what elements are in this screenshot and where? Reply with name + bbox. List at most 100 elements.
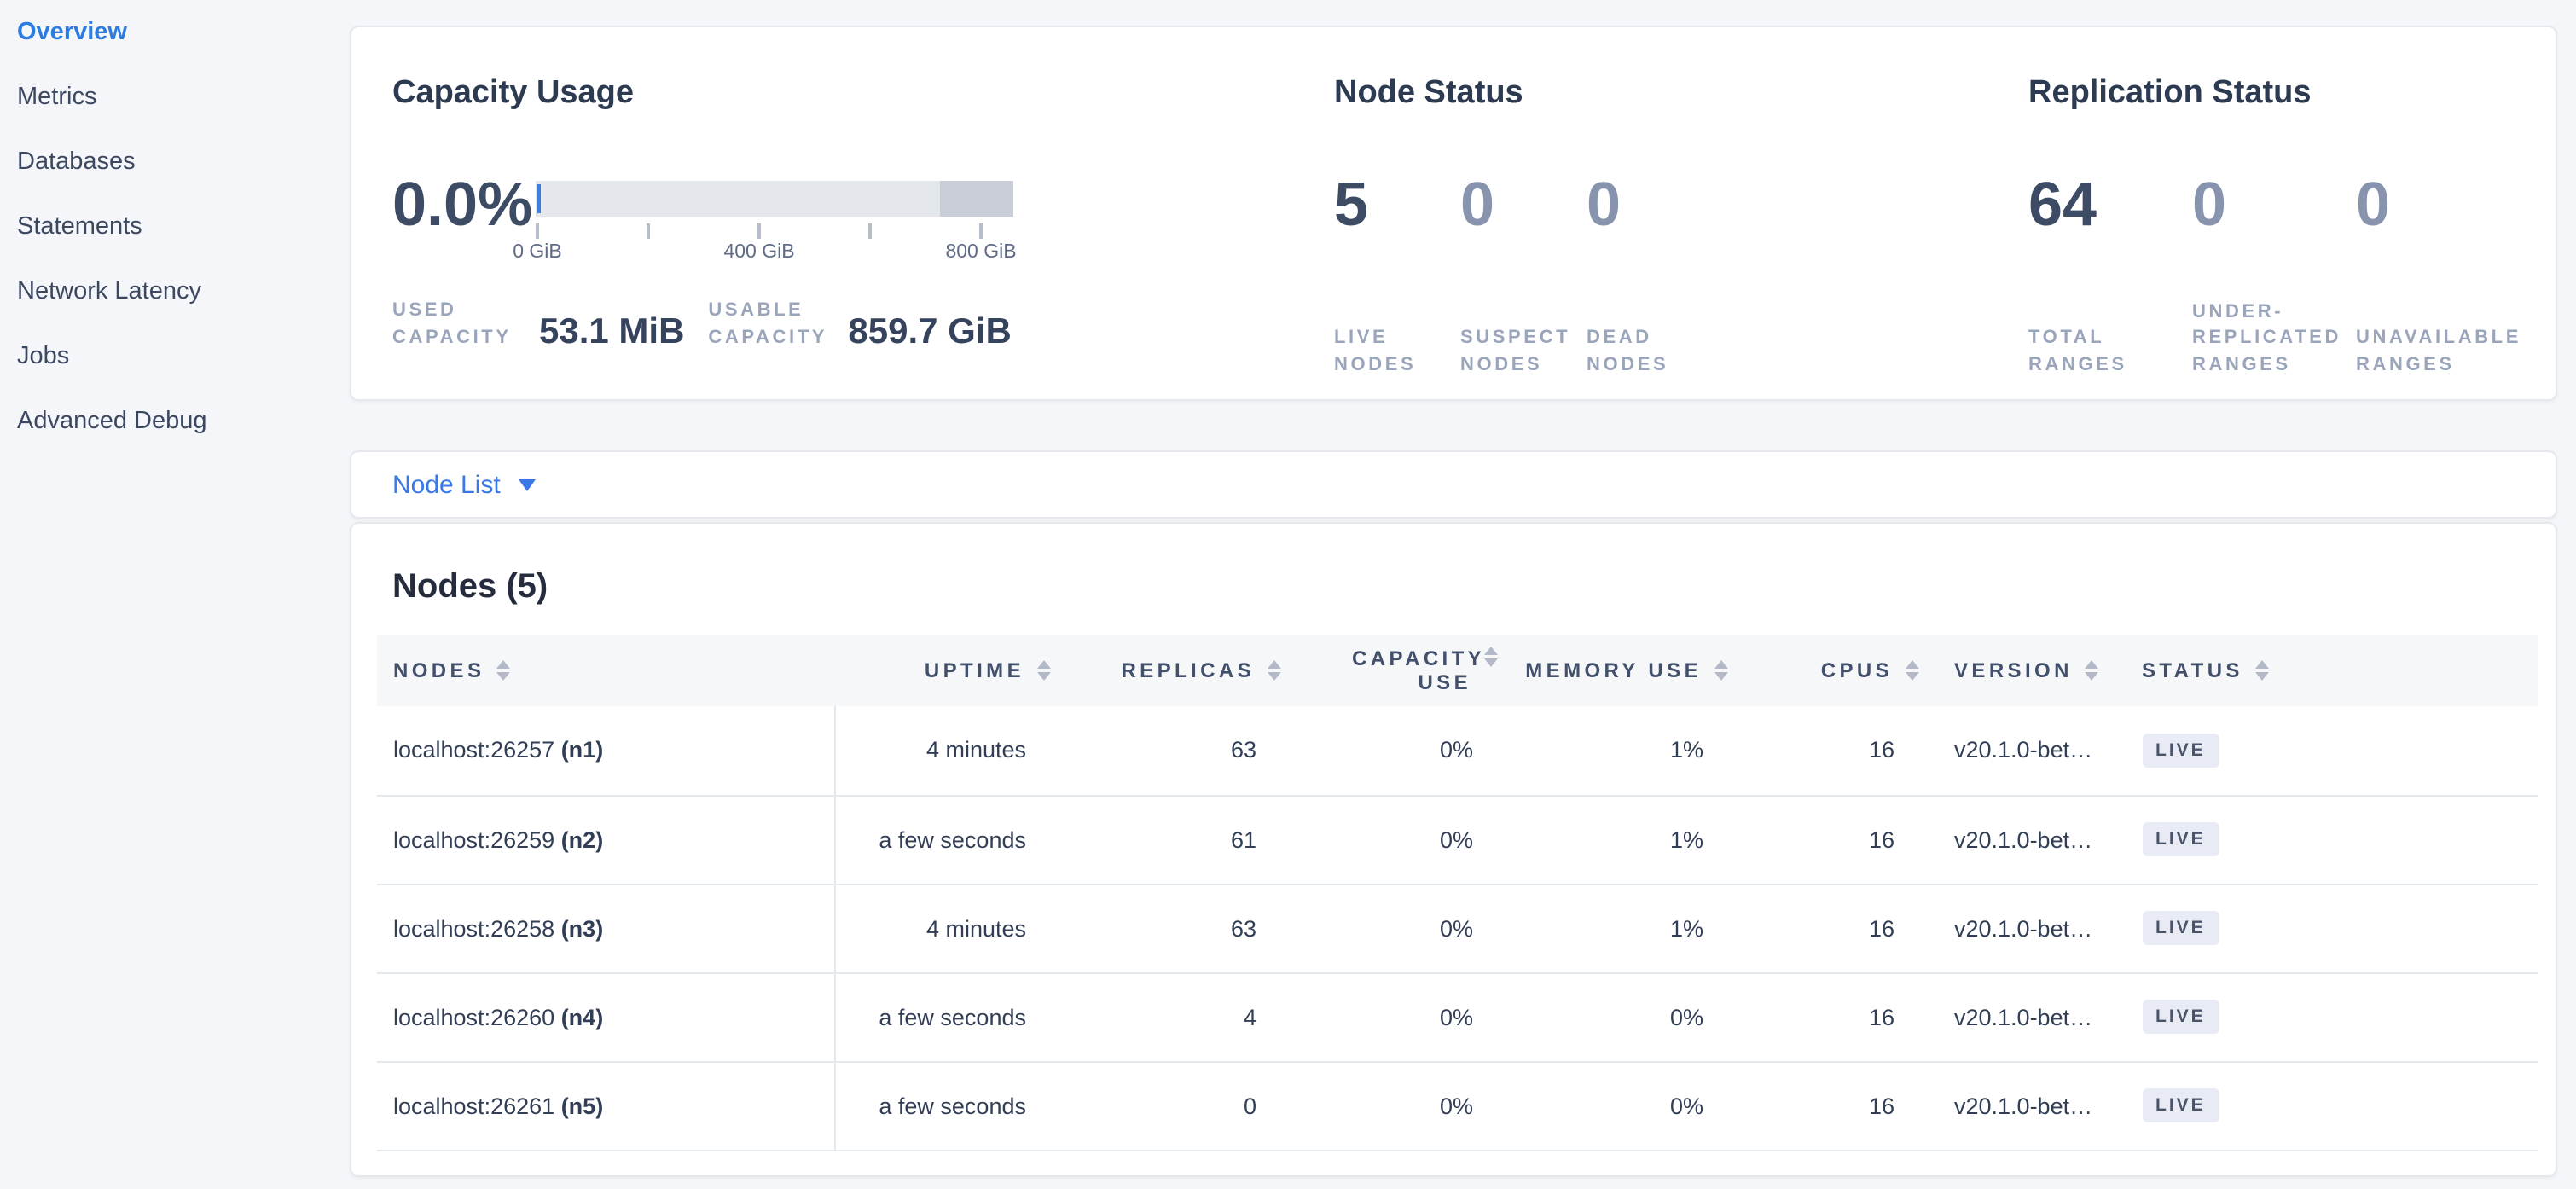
memory-use-cell: 1%: [1507, 706, 1738, 796]
total-ranges-stat: 64 TOTAL RANGES: [2028, 169, 2192, 379]
suspect-nodes-stat: 0 SUSPECT NODES: [1460, 169, 1587, 379]
sort-icon: [1036, 660, 1050, 681]
suspect-nodes-count: 0: [1460, 169, 1495, 239]
status-badge: LIVE: [2142, 1088, 2219, 1122]
column-header-memory-use[interactable]: MEMORY USE: [1507, 635, 1738, 706]
live-nodes-stat: 5 LIVE NODES: [1334, 169, 1460, 379]
version-cell: v20.1.0-bet…: [1929, 706, 2125, 796]
axis-tick: [647, 223, 650, 239]
column-header-uptime[interactable]: UPTIME: [835, 635, 1060, 706]
axis-tick: [979, 223, 983, 239]
dead-nodes-label: DEAD NODES: [1587, 328, 1669, 374]
version-cell: v20.1.0-bet…: [1929, 972, 2125, 1062]
node-status-stats: 5 LIVE NODES 0 SUSPECT NODES 0 DEAD NODE…: [1334, 169, 1982, 379]
used-capacity-stat: USED CAPACITY 53.1 MiB: [392, 299, 684, 351]
unavailable-ranges-stat: 0 UNAVAILABLE RANGES: [2356, 169, 2520, 379]
sidebar-item-databases[interactable]: Databases: [17, 148, 136, 176]
table-row: localhost:26260 (n4) a few seconds 4 0% …: [376, 972, 2538, 1062]
capacity-use-cell: 0%: [1291, 884, 1507, 973]
replication-status-section: Replication Status 64 TOTAL RANGES 0 UND…: [2028, 27, 2540, 379]
uptime-cell: 4 minutes: [835, 884, 1060, 973]
capacity-usage-chart-row: 0.0% 0 GiB 400 GiB 800 GiB: [392, 169, 1334, 275]
uptime-cell: 4 minutes: [835, 706, 1060, 796]
cpus-cell: 16: [1738, 972, 1929, 1062]
axis-tick-label: 400 GiB: [723, 242, 795, 263]
uptime-cell: a few seconds: [835, 972, 1060, 1062]
capacity-usage-section: Capacity Usage 0.0% 0 GiB: [392, 27, 1334, 351]
table-row: localhost:26261 (n5) a few seconds 0 0% …: [376, 1061, 2538, 1151]
suspect-nodes-label: SUSPECT NODES: [1460, 328, 1571, 374]
unavailable-ranges-count: 0: [2356, 169, 2391, 239]
table-row: localhost:26259 (n2) a few seconds 61 0%…: [376, 795, 2538, 884]
capacity-use-cell: 0%: [1291, 1061, 1507, 1151]
cluster-overview-card: Capacity Usage 0.0% 0 GiB: [350, 26, 2557, 401]
node-address-link[interactable]: localhost:26258 (n3): [393, 915, 604, 941]
node-list-dropdown-label: Node List: [392, 470, 501, 499]
column-header-capacity-use[interactable]: CAPACITY USE: [1291, 635, 1507, 706]
node-address-link[interactable]: localhost:26257 (n1): [393, 737, 604, 763]
unavailable-ranges-label: UNAVAILABLE RANGES: [2356, 328, 2521, 374]
view-selector-card: Node List: [350, 450, 2557, 519]
axis-tick-label: 800 GiB: [945, 242, 1017, 263]
dead-nodes-count: 0: [1587, 169, 1622, 239]
dead-nodes-stat: 0 DEAD NODES: [1587, 169, 1713, 379]
usable-capacity-value: 859.7 GiB: [848, 312, 1012, 351]
usable-capacity-stat: USABLE CAPACITY 859.7 GiB: [708, 299, 1011, 351]
column-header-version[interactable]: VERSION: [1929, 635, 2125, 706]
cpus-cell: 16: [1738, 795, 1929, 884]
replicas-cell: 4: [1060, 972, 1291, 1062]
axis-tick: [757, 223, 761, 239]
column-header-nodes[interactable]: NODES: [376, 635, 835, 706]
live-nodes-label: LIVE NODES: [1334, 328, 1417, 374]
version-cell: v20.1.0-bet…: [1929, 795, 2125, 884]
replicas-cell: 63: [1060, 706, 1291, 796]
sidebar-item-network-latency[interactable]: Network Latency: [17, 278, 201, 305]
cpus-cell: 16: [1738, 884, 1929, 973]
memory-use-cell: 1%: [1507, 795, 1738, 884]
sort-icon: [496, 660, 511, 681]
under-replicated-ranges-stat: 0 UNDER-REPLICATED RANGES: [2192, 169, 2356, 379]
column-header-cpus[interactable]: CPUS: [1738, 635, 1929, 706]
node-list-dropdown[interactable]: Node List: [392, 470, 537, 499]
node-status-title: Node Status: [1334, 75, 1523, 111]
replicas-cell: 63: [1060, 884, 1291, 973]
version-cell: v20.1.0-bet…: [1929, 884, 2125, 973]
node-address-link[interactable]: localhost:26260 (n4): [393, 1004, 604, 1030]
nodes-card: Nodes (5) NODES UPTIME REPLICAS CAPACITY…: [350, 522, 2557, 1177]
replicas-cell: 0: [1060, 1061, 1291, 1151]
capacity-use-cell: 0%: [1291, 795, 1507, 884]
sidebar-item-overview[interactable]: Overview: [17, 19, 127, 46]
sort-icon: [1714, 660, 1727, 681]
capacity-bar-track: [536, 181, 1013, 217]
sidebar-item-metrics[interactable]: Metrics: [17, 84, 97, 111]
column-header-status[interactable]: STATUS: [2125, 635, 2538, 706]
memory-use-cell: 1%: [1507, 884, 1738, 973]
sort-icon: [1483, 647, 1497, 667]
sort-icon: [1905, 660, 1918, 681]
cpus-cell: 16: [1738, 1061, 1929, 1151]
capacity-use-cell: 0%: [1291, 706, 1507, 796]
axis-tick: [536, 223, 539, 239]
nodes-table: NODES UPTIME REPLICAS CAPACITY USE MEMOR…: [376, 635, 2538, 1151]
memory-use-cell: 0%: [1507, 972, 1738, 1062]
total-ranges-label: TOTAL RANGES: [2028, 328, 2127, 374]
sidebar-item-statements[interactable]: Statements: [17, 213, 142, 241]
column-header-replicas[interactable]: REPLICAS: [1060, 635, 1291, 706]
replicas-cell: 61: [1060, 795, 1291, 884]
status-badge: LIVE: [2142, 822, 2219, 856]
sidebar-item-jobs[interactable]: Jobs: [17, 343, 70, 370]
capacity-bar-other-segment: [940, 181, 1013, 217]
usable-capacity-label: USABLE CAPACITY: [708, 300, 828, 347]
capacity-usage-title: Capacity Usage: [392, 75, 635, 111]
node-status-section: Node Status 5 LIVE NODES 0 SUSPECT NODES…: [1334, 27, 1982, 379]
under-replicated-ranges-count: 0: [2192, 169, 2227, 239]
sort-icon: [2254, 660, 2269, 681]
uptime-cell: a few seconds: [835, 795, 1060, 884]
node-address-link[interactable]: localhost:26259 (n2): [393, 826, 604, 852]
sidebar-item-advanced-debug[interactable]: Advanced Debug: [17, 408, 207, 435]
capacity-bar-chart: 0 GiB 400 GiB 800 GiB: [513, 174, 1017, 280]
table-row: localhost:26258 (n3) 4 minutes 63 0% 1% …: [376, 884, 2538, 973]
node-address-link[interactable]: localhost:26261 (n5): [393, 1093, 604, 1118]
live-nodes-count: 5: [1334, 169, 1369, 239]
